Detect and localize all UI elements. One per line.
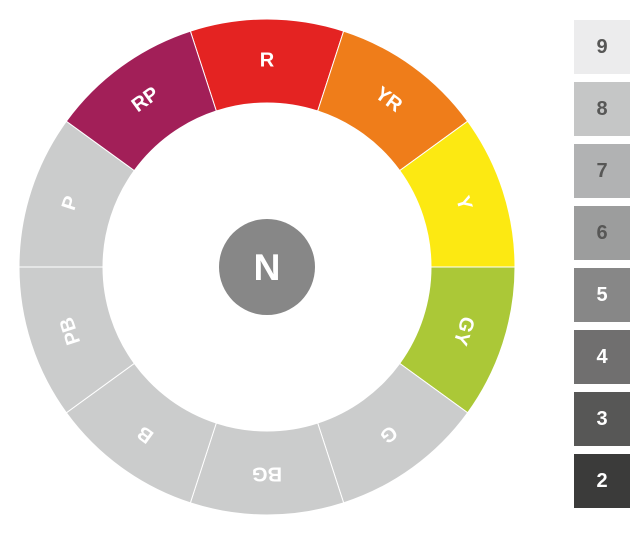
diagram-stage: RYRYGYGBGBPBPRP N 9 8 7 6 5 4 3 2 xyxy=(0,0,638,534)
value-cell-8: 8 xyxy=(574,82,630,136)
value-cell-3: 3 xyxy=(574,392,630,446)
hue-label-r: R xyxy=(260,49,275,71)
value-cell-7: 7 xyxy=(574,144,630,198)
value-cell-2: 2 xyxy=(574,454,630,508)
value-cell-5: 5 xyxy=(574,268,630,322)
hue-label-bg: BG xyxy=(252,463,282,485)
value-cell-9: 9 xyxy=(574,20,630,74)
value-cell-4: 4 xyxy=(574,330,630,384)
value-cell-6: 6 xyxy=(574,206,630,260)
value-scale: 9 8 7 6 5 4 3 2 xyxy=(574,20,630,508)
hue-wheel: RYRYGYGBGBPBPRP N xyxy=(10,10,524,524)
neutral-center-label: N xyxy=(219,219,315,315)
